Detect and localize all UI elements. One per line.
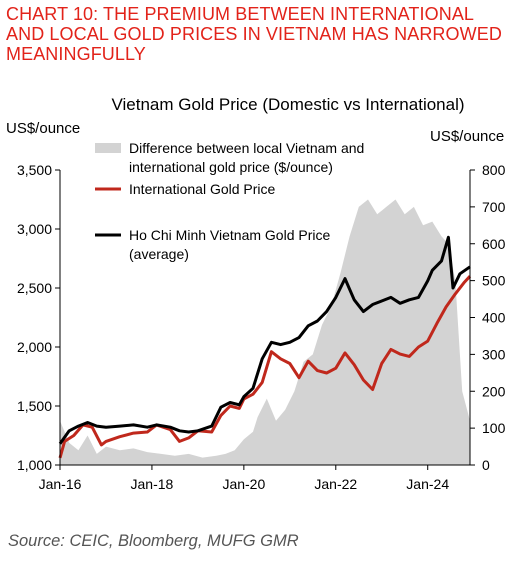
legend-label-hcmc-line1: Ho Chi Minh Vietnam Gold Price: [129, 227, 330, 243]
legend-label-difference-line1: Difference between local Vietnam and: [129, 140, 364, 156]
y-right-tick-label: 800: [482, 162, 506, 178]
y-left-tick-label: 3,500: [17, 162, 52, 178]
y-right-tick-label: 0: [482, 457, 490, 473]
hcmc-gold-price-line: [58, 235, 471, 445]
international-gold-price-line: [58, 275, 472, 459]
legend-label-hcmc-line2: (average): [129, 246, 189, 262]
y-left-tick-label: 1,500: [17, 398, 52, 414]
difference-area: [60, 199, 470, 465]
x-tick-label: Jan-20: [222, 476, 265, 492]
source-note: Source: CEIC, Bloomberg, MUFG GMR: [8, 532, 299, 550]
x-tick-label: Jan-22: [314, 476, 357, 492]
y-left-tick-label: 3,000: [17, 221, 52, 237]
heading-line-2: AND LOCAL GOLD PRICES IN VIETNAM HAS NAR…: [6, 24, 502, 44]
axis-ticks: 1,000 1,500 2,000 2,500 3,000 3,500 0 100 200 300…: [17, 162, 506, 492]
heading-line-1: CHART 10: THE PREMIUM BETWEEN INTERNATIO…: [6, 4, 475, 24]
legend-swatch-difference: [95, 143, 121, 153]
y-left-tick-label: 1,000: [17, 457, 52, 473]
legend-label-difference-line2: international gold price ($/ounce): [129, 159, 333, 175]
y-right-tick-label: 100: [482, 420, 506, 436]
x-tick-label: Jan-16: [39, 476, 82, 492]
difference-area-series: [60, 199, 470, 465]
chart-heading: CHART 10: THE PREMIUM BETWEEN INTERNATIO…: [6, 4, 512, 64]
y-right-tick-label: 400: [482, 310, 506, 326]
y-right-tick-label: 700: [482, 199, 506, 215]
y-axis-right-label: US$/ounce: [430, 128, 504, 145]
y-right-tick-label: 500: [482, 273, 506, 289]
chart-title: Vietnam Gold Price (Domestic vs Internat…: [111, 95, 464, 114]
price-lines: [58, 235, 472, 459]
y-left-tick-label: 2,000: [17, 339, 52, 355]
y-left-tick-label: 2,500: [17, 280, 52, 296]
x-tick-label: Jan-18: [131, 476, 174, 492]
y-right-tick-label: 200: [482, 383, 506, 399]
legend-label-international: International Gold Price: [129, 181, 276, 197]
y-right-tick-label: 300: [482, 346, 506, 362]
heading-line-3: MEANINGFULLY: [6, 44, 146, 64]
x-tick-label: Jan-24: [406, 476, 449, 492]
y-right-tick-label: 600: [482, 236, 506, 252]
y-axis-left-label: US$/ounce: [6, 120, 80, 137]
